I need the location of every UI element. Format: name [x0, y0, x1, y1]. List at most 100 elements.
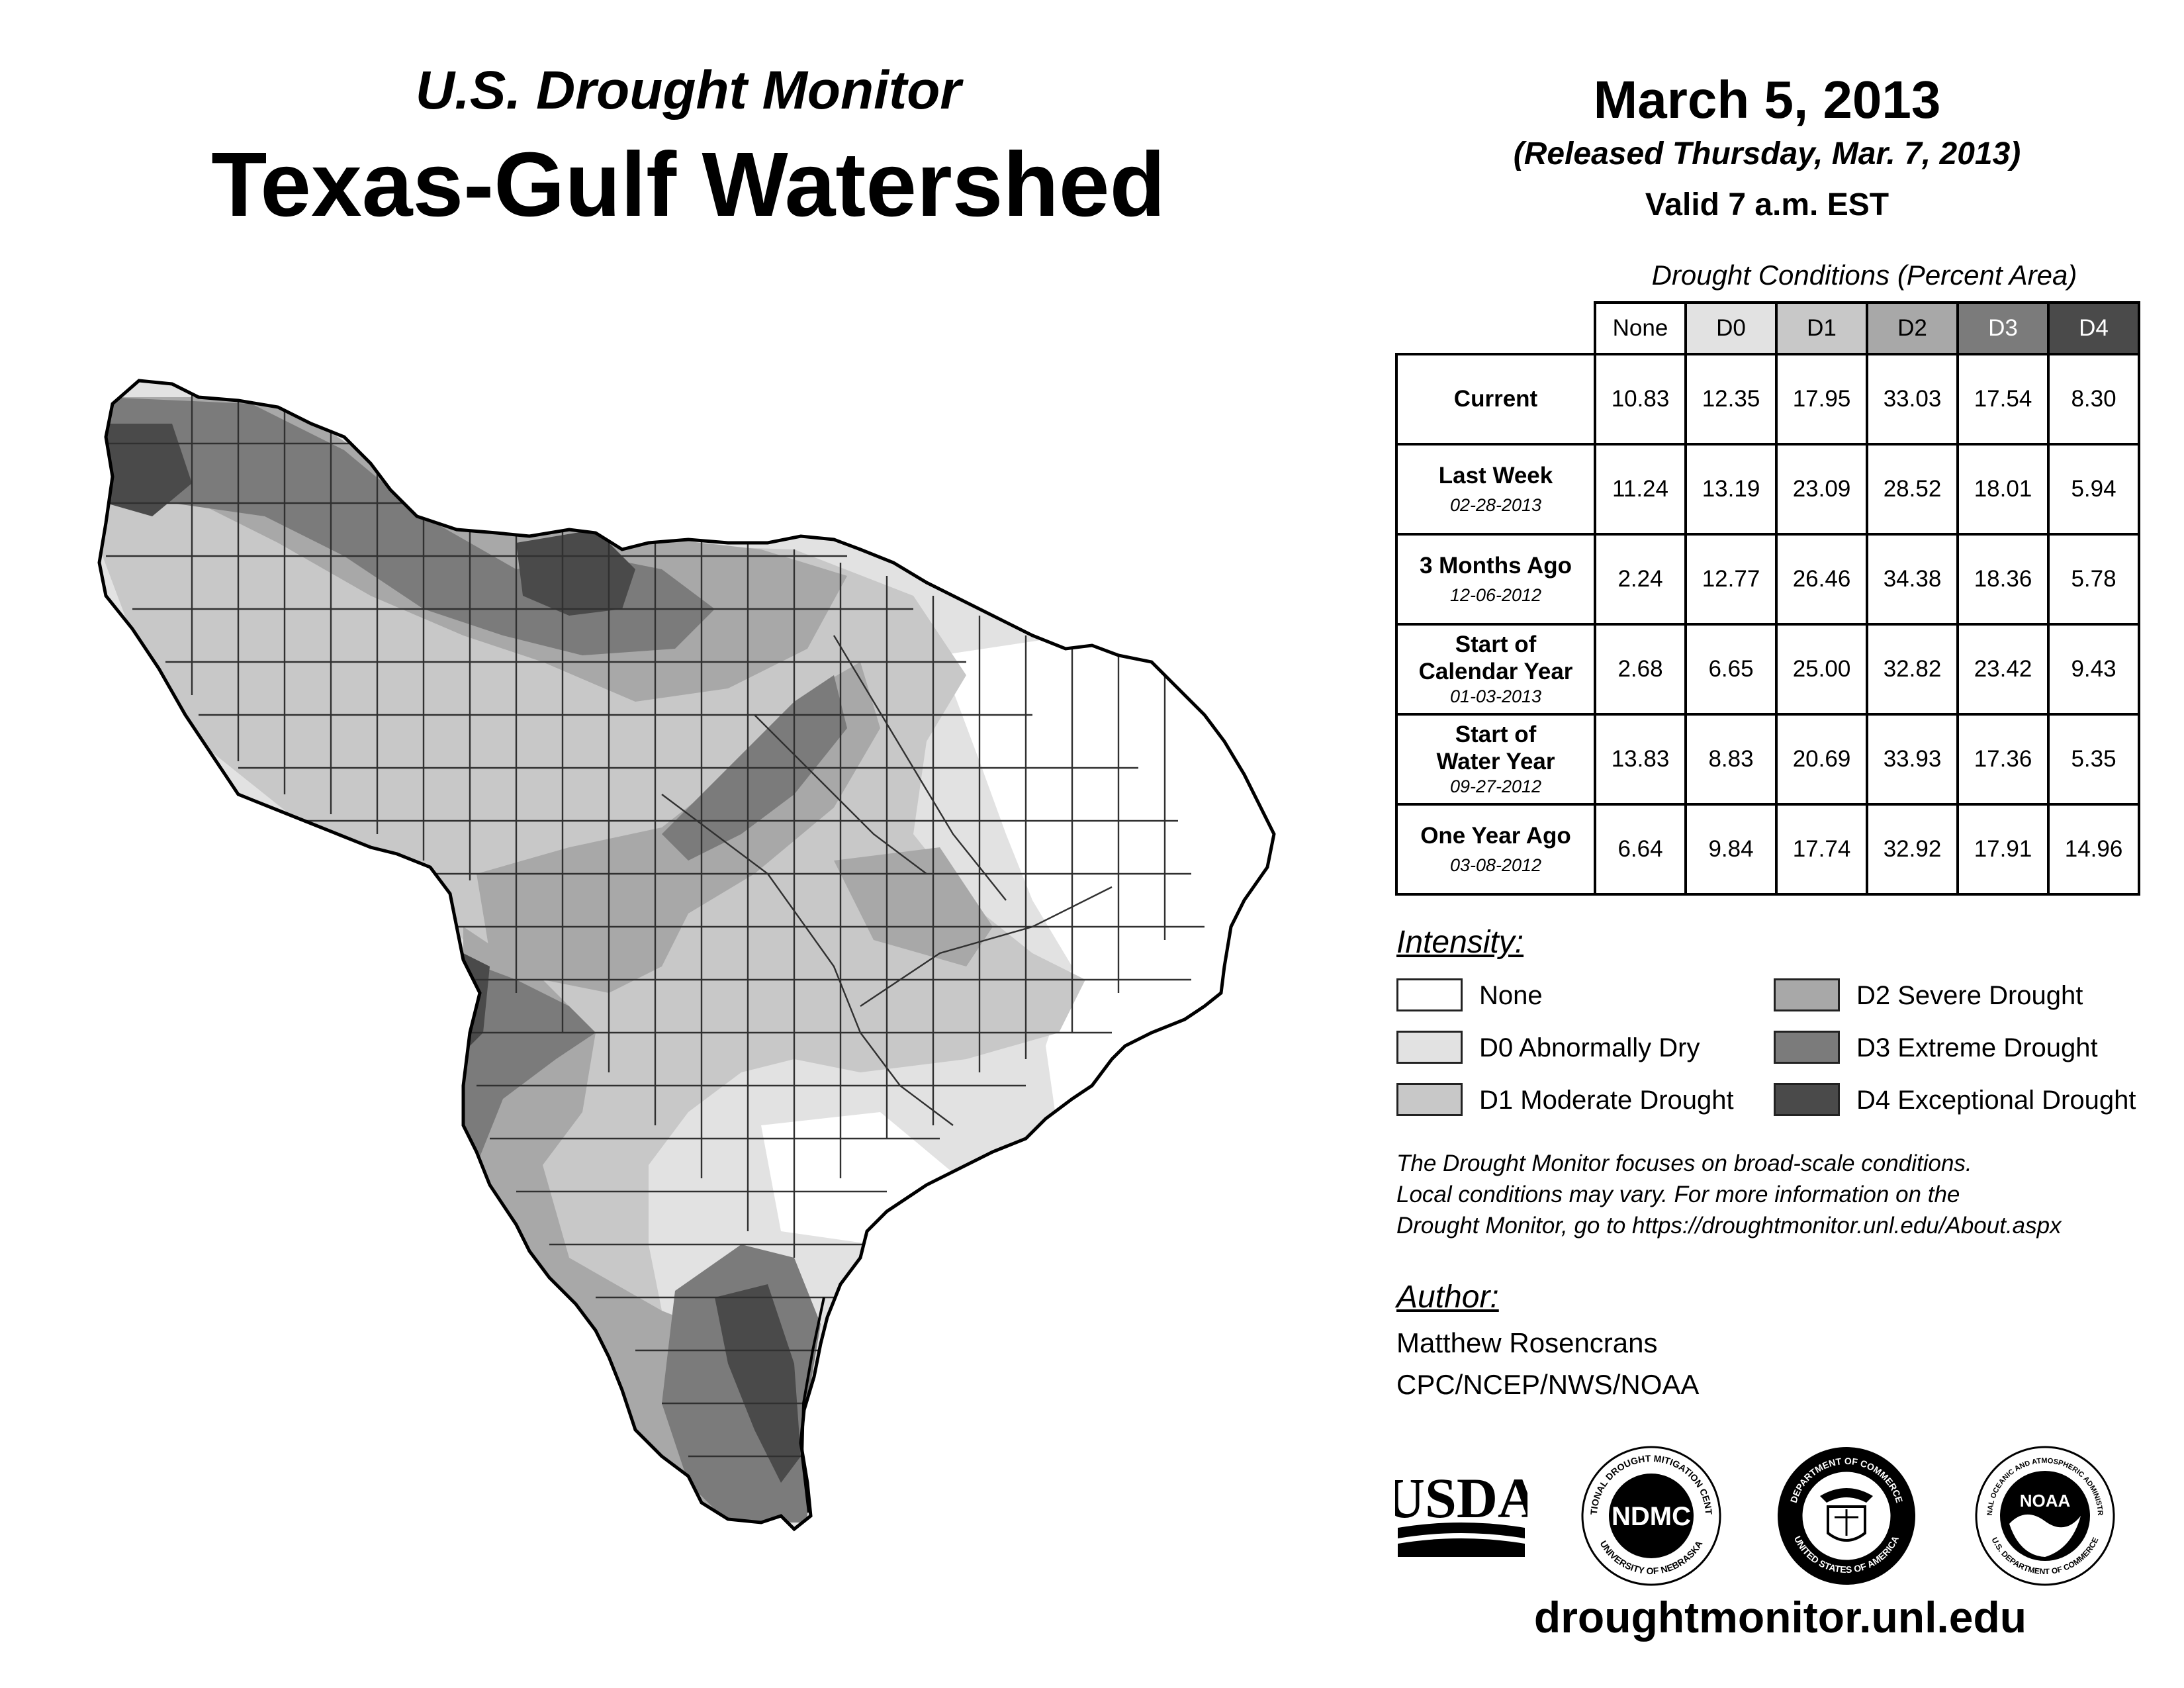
table-cell: 18.01 — [1956, 443, 2050, 536]
eagle-icon — [1820, 1488, 1873, 1503]
table-cell: 17.74 — [1775, 803, 1868, 896]
map-subtitle: U.S. Drought Monitor — [415, 60, 962, 120]
legend-swatch — [1774, 1031, 1840, 1064]
note-line-3: Drought Monitor, go to https://droughtmo… — [1396, 1213, 2062, 1239]
author-org: CPC/NCEP/NWS/NOAA — [1396, 1369, 1700, 1400]
table-cell: 23.09 — [1775, 443, 1868, 536]
table-row: Start of Calendar Year 01-03-2013 2.68 6… — [1395, 623, 2140, 716]
legend-label: D3 Extreme Drought — [1856, 1033, 2098, 1062]
department-of-commerce-seal: DEPARTMENT OF COMMERCE UNITED STATES OF … — [1778, 1447, 1915, 1585]
drought-map — [97, 379, 1276, 1532]
release-date: (Released Thursday, Mar. 7, 2013) — [1513, 136, 2021, 171]
col-header-none: None — [1594, 301, 1687, 355]
table-cell: 23.42 — [1956, 623, 2050, 716]
valid-date: March 5, 2013 — [1593, 70, 1941, 129]
shield-icon — [1827, 1505, 1866, 1542]
map-title: Texas-Gulf Watershed — [211, 134, 1165, 236]
col-header-d4: D4 — [2047, 301, 2140, 355]
row-label-start-of-calendar-year: Start of Calendar Year 01-03-2013 — [1395, 623, 1596, 716]
note-line-2: Local conditions may vary. For more info… — [1396, 1182, 1960, 1207]
row-label-text: Start of — [1455, 631, 1537, 657]
ndmc-center — [1609, 1474, 1694, 1558]
row-label-start-of-water-year: Start of Water Year 09-27-2012 — [1395, 713, 1596, 806]
row-date: 12-06-2012 — [1449, 585, 1542, 605]
ndmc-logo: NATIONAL DROUGHT MITIGATION CENTER UNIVE… — [1578, 1443, 1721, 1586]
header-blank-cell — [1396, 303, 1595, 355]
table-cell: 18.36 — [1956, 533, 2050, 626]
table-row: Last Week 02-28-2013 11.24 13.19 23.09 2… — [1395, 443, 2140, 536]
row-label-one-year-ago: One Year Ago 03-08-2012 — [1395, 803, 1596, 896]
row-label-last-week: Last Week 02-28-2013 — [1395, 443, 1596, 536]
valid-time: Valid 7 a.m. EST — [1645, 187, 1889, 222]
row-label-text: Current — [1453, 386, 1538, 412]
usda-logo: USDA — [1395, 1466, 1527, 1557]
col-header-d0: D0 — [1684, 301, 1778, 355]
table-cell: 28.52 — [1866, 443, 1959, 536]
table-cell: 32.82 — [1866, 623, 1959, 716]
legend-swatch — [1396, 1031, 1463, 1064]
table-cell: 9.84 — [1684, 803, 1778, 896]
row-label-text-2: Calendar Year — [1418, 659, 1573, 685]
drought-conditions-table: None D0 D1 D2 D3 D4 Current 10.83 12.35 … — [1395, 301, 2140, 896]
table-cell: 12.35 — [1684, 353, 1778, 445]
ship-icon — [1835, 1509, 1858, 1536]
legend-heading: Intensity: — [1396, 925, 1524, 960]
table-cell: 8.30 — [2047, 353, 2140, 445]
table-cell: 17.36 — [1956, 713, 2050, 806]
table-cell: 34.38 — [1866, 533, 1959, 626]
legend-label: D1 Moderate Drought — [1479, 1086, 1734, 1115]
table-cell: 14.96 — [2047, 803, 2140, 896]
row-label-text: One Year Ago — [1420, 823, 1571, 849]
col-header-d3: D3 — [1956, 301, 2050, 355]
row-date: 03-08-2012 — [1449, 855, 1542, 875]
author-heading: Author: — [1396, 1280, 1499, 1315]
usda-swoosh — [1398, 1523, 1525, 1538]
table-cell: 11.24 — [1594, 443, 1687, 536]
noaa-bird-icon — [2009, 1514, 2081, 1557]
author-name: Matthew Rosencrans — [1396, 1327, 1658, 1358]
table-cell: 17.95 — [1775, 353, 1868, 445]
row-label-text: 3 Months Ago — [1419, 553, 1572, 579]
noaa-logo: NATIONAL OCEANIC AND ATMOSPHERIC ADMINIS… — [1972, 1443, 2115, 1586]
table-cell: 13.19 — [1684, 443, 1778, 536]
usda-field — [1398, 1538, 1525, 1557]
legend-swatch — [1396, 978, 1463, 1011]
table-cell: 17.91 — [1956, 803, 2050, 896]
row-label-3-months-ago: 3 Months Ago 12-06-2012 — [1395, 533, 1596, 626]
table-cell: 33.93 — [1866, 713, 1959, 806]
table-cell: 6.64 — [1594, 803, 1687, 896]
table-cell: 5.94 — [2047, 443, 2140, 536]
website-url: droughtmonitor.unl.edu — [1533, 1593, 2027, 1642]
table-row: One Year Ago 03-08-2012 6.64 9.84 17.74 … — [1395, 803, 2140, 896]
table-row: Start of Water Year 09-27-2012 13.83 8.8… — [1395, 713, 2140, 806]
table-cell: 26.46 — [1775, 533, 1868, 626]
table-cell: 9.43 — [2047, 623, 2140, 716]
table-row: Current 10.83 12.35 17.95 33.03 17.54 8.… — [1395, 353, 2140, 445]
legend-swatch — [1774, 978, 1840, 1011]
row-date: 09-27-2012 — [1449, 776, 1542, 797]
row-date: 02-28-2013 — [1449, 494, 1542, 515]
table-cell: 12.77 — [1684, 533, 1778, 626]
row-label-text-2: Water Year — [1436, 749, 1555, 775]
legend-label: D4 Exceptional Drought — [1856, 1086, 2136, 1115]
note-line-1: The Drought Monitor focuses on broad-sca… — [1396, 1150, 1972, 1176]
col-header-d1: D1 — [1775, 301, 1868, 355]
table-cell: 20.69 — [1775, 713, 1868, 806]
table-cell: 10.83 — [1594, 353, 1687, 445]
table-cell: 5.35 — [2047, 713, 2140, 806]
table-cell: 13.83 — [1594, 713, 1687, 806]
table-cell: 32.92 — [1866, 803, 1959, 896]
legend-label: None — [1479, 981, 1543, 1010]
legend-swatch — [1396, 1083, 1463, 1116]
noaa-logo-text: NOAA — [2020, 1491, 2071, 1511]
usda-logo-text: USDA — [1395, 1466, 1527, 1530]
row-label-text: Start of — [1455, 721, 1537, 747]
row-date: 01-03-2013 — [1449, 686, 1542, 707]
table-cell: 33.03 — [1866, 353, 1959, 445]
col-header-d2: D2 — [1866, 301, 1959, 355]
table-caption: Drought Conditions (Percent Area) — [1651, 259, 2077, 291]
table-cell: 8.83 — [1684, 713, 1778, 806]
legend-label: D0 Abnormally Dry — [1479, 1033, 1700, 1062]
row-label-current: Current — [1395, 353, 1596, 445]
legend-swatch — [1774, 1083, 1840, 1116]
